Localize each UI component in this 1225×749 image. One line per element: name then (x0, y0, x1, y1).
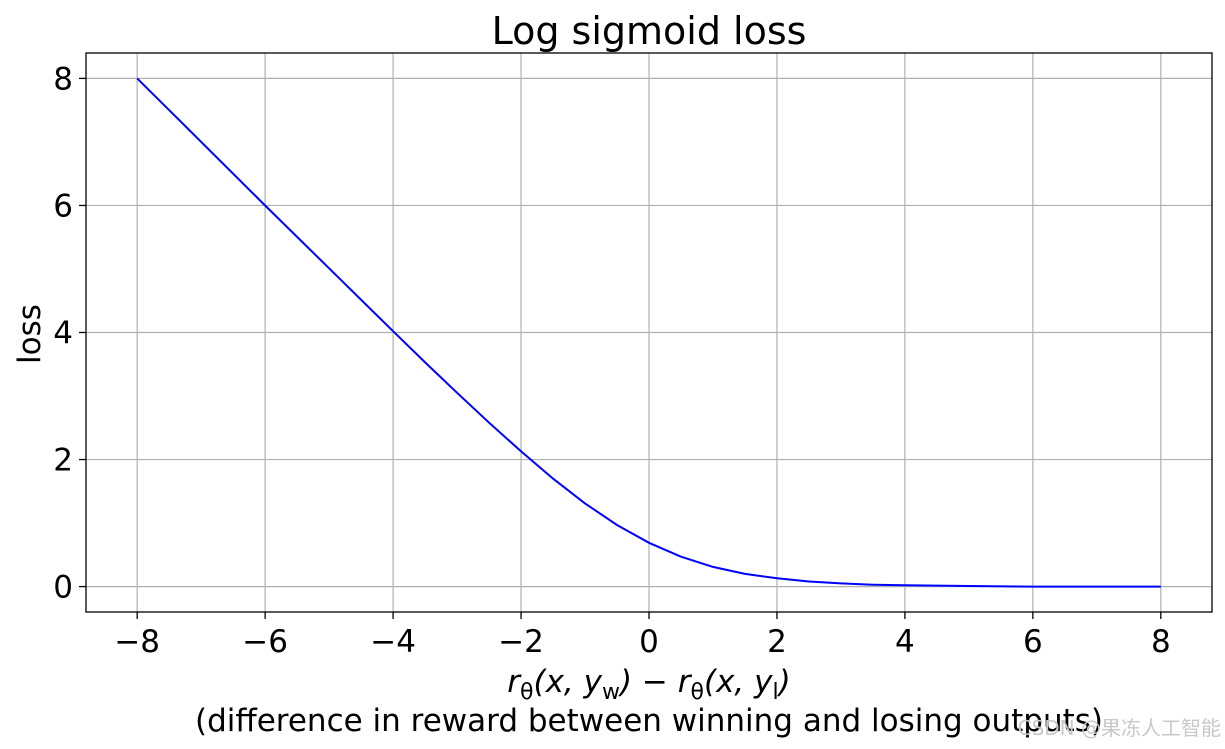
x-tick-label: 8 (1151, 624, 1171, 660)
y-tick-label: 6 (53, 188, 73, 224)
formula-text: ) (777, 664, 791, 700)
x-tick-label: −6 (242, 624, 288, 660)
x-tick-label: −4 (370, 624, 416, 660)
x-tick-label: 4 (895, 624, 915, 660)
x-tick-label: 0 (639, 624, 659, 660)
formula-subscript: θ (520, 680, 533, 705)
formula-text: ) − r (618, 664, 693, 700)
y-axis-label: loss (12, 304, 48, 364)
x-axis-formula: rθ(x, yw) − rθ(x, yl) (507, 664, 790, 705)
formula-text: r (507, 664, 522, 700)
x-tick-label: −8 (114, 624, 160, 660)
watermark: CSDN @果冻人工智能 (1017, 716, 1221, 740)
loss-curve (136, 77, 1161, 588)
chart-title: Log sigmoid loss (492, 9, 807, 53)
formula-subscript: θ (691, 680, 704, 705)
y-axis-ticks: 0 2 4 6 8 (53, 61, 86, 606)
formula-text: (x, y (704, 664, 773, 700)
x-axis-ticks: −8 −6 −4 −2 0 2 4 6 8 (114, 612, 1171, 660)
x-tick-label: 6 (1023, 624, 1043, 660)
y-tick-label: 8 (53, 61, 73, 97)
grid-lines (86, 53, 1212, 612)
formula-subscript: w (602, 680, 620, 705)
line-layer (136, 77, 1161, 588)
x-tick-label: 2 (767, 624, 787, 660)
y-tick-label: 4 (53, 316, 73, 352)
formula-subscript: l (772, 680, 778, 705)
x-axis-caption: (difference in reward between winning an… (195, 703, 1103, 739)
x-tick-label: −2 (498, 624, 544, 660)
y-tick-label: 0 (53, 570, 73, 606)
formula-text: (x, y (533, 664, 602, 700)
y-tick-label: 2 (53, 443, 73, 479)
